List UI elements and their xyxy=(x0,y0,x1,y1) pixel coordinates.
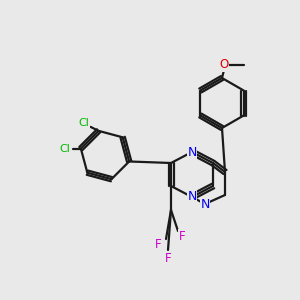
Text: N: N xyxy=(200,197,210,211)
Text: N: N xyxy=(187,190,197,203)
Text: Cl: Cl xyxy=(59,143,70,154)
Text: F: F xyxy=(179,230,185,242)
Text: F: F xyxy=(155,238,161,250)
Text: Cl: Cl xyxy=(78,118,89,128)
Text: N: N xyxy=(187,146,197,158)
Text: F: F xyxy=(165,251,171,265)
Text: O: O xyxy=(219,58,229,71)
